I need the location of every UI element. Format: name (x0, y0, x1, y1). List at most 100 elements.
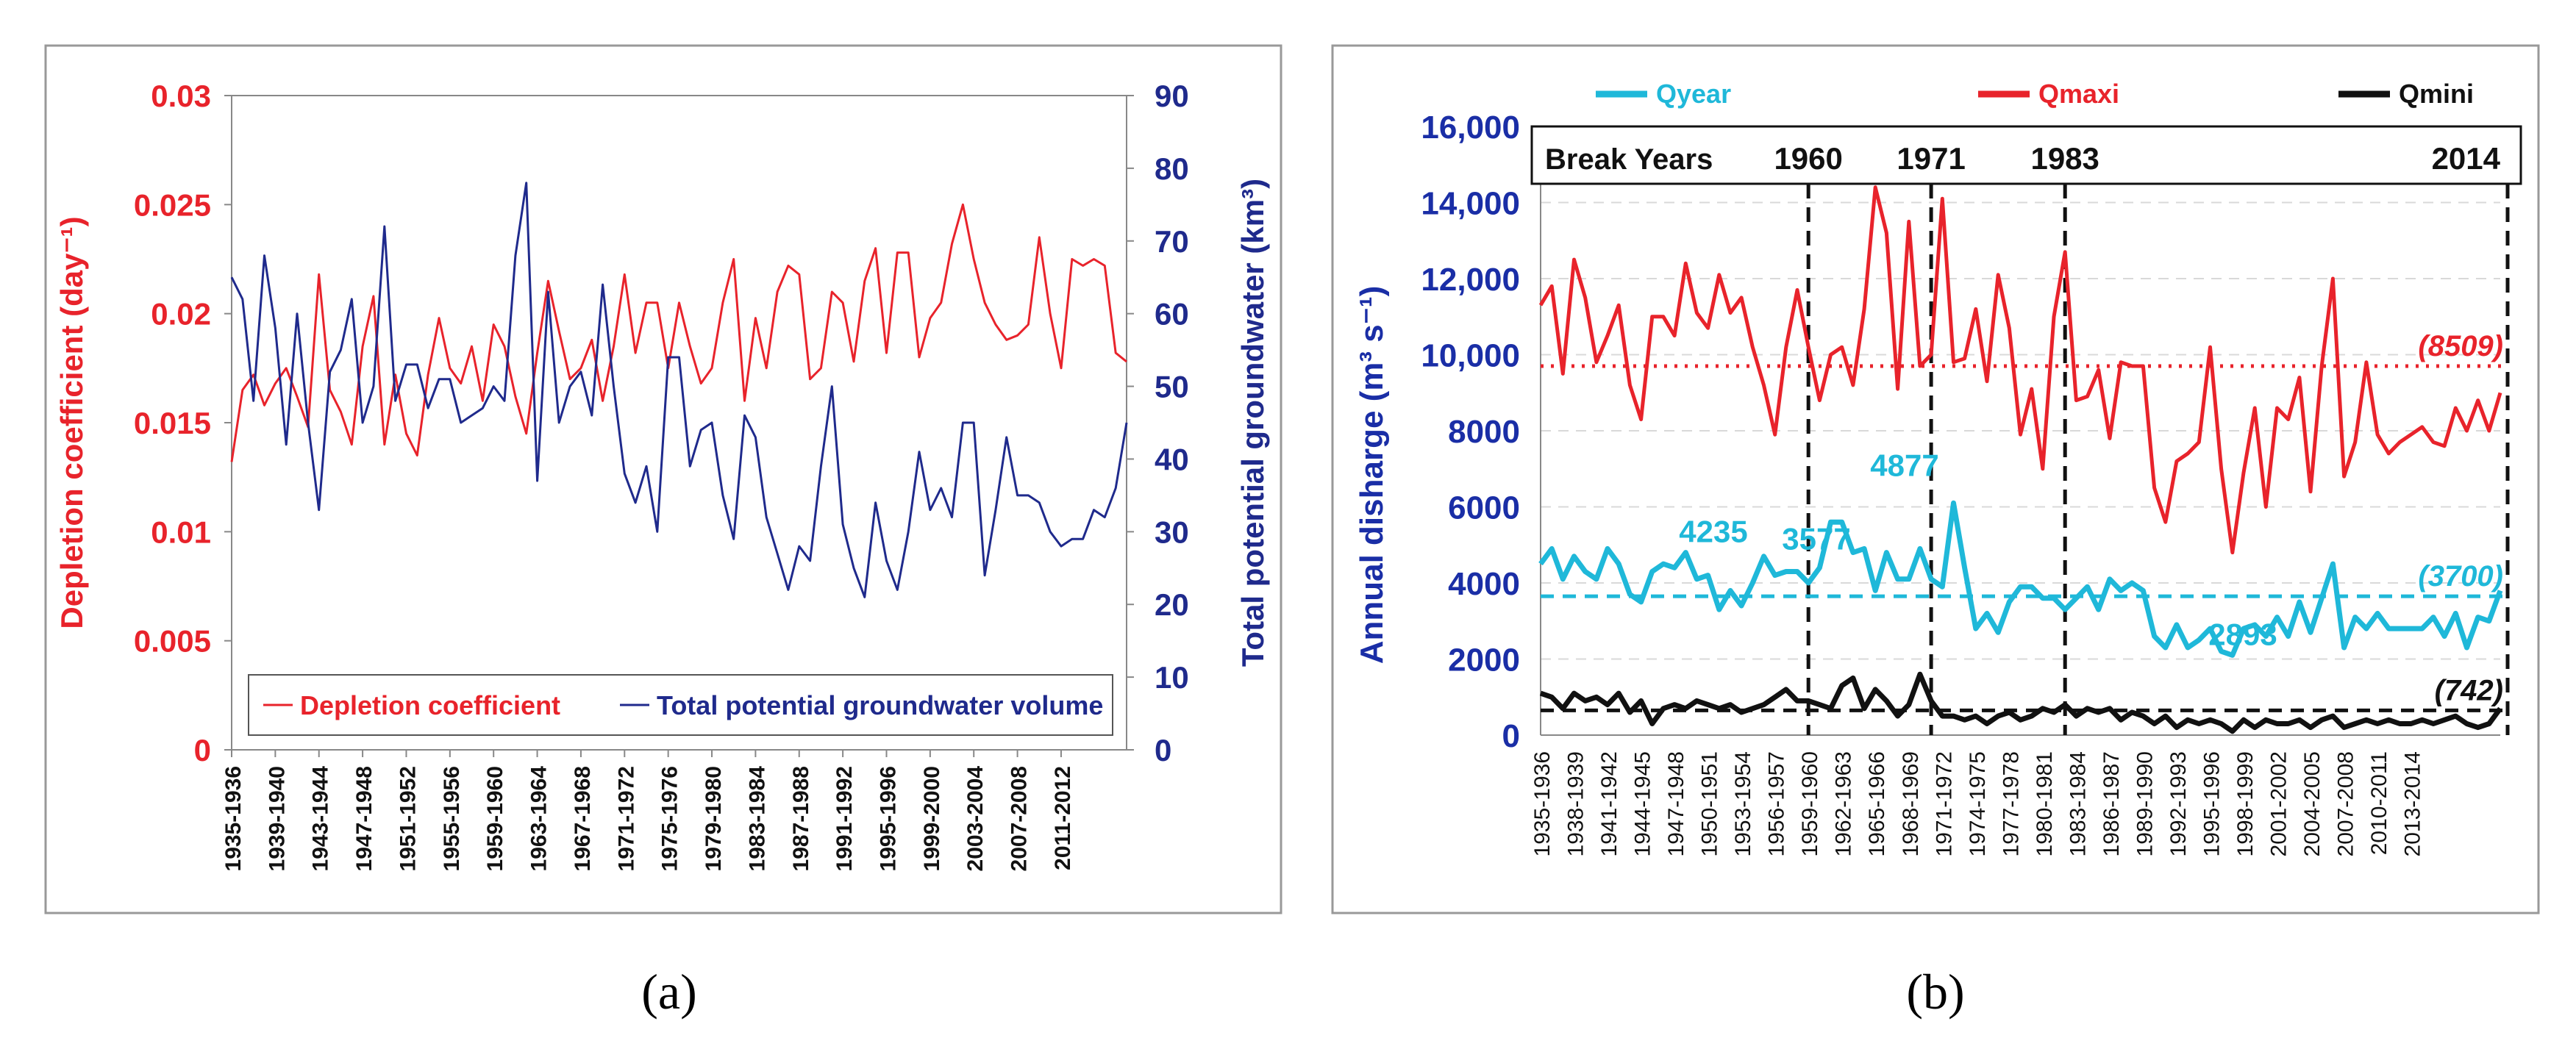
x-tick-label: 1987-1988 (789, 766, 813, 871)
break-years-title: Break Years (1545, 143, 1713, 176)
panel-b-frame (1331, 44, 2540, 914)
y-tick-label: 14,000 (1421, 186, 1520, 222)
y-left-tick-label: 0.005 (134, 624, 211, 659)
x-tick-label: 1991-1992 (832, 766, 857, 871)
break-year-label: 1983 (2030, 141, 2099, 176)
y-left-tick-label: 0.025 (134, 187, 211, 222)
y-left-axis-title: Depletion coefficient (day⁻¹) (54, 216, 89, 629)
y-left-tick-label: 0.03 (151, 79, 211, 113)
x-tick-label: 1983-1984 (2066, 751, 2090, 856)
x-tick-label: 2003-2004 (963, 766, 988, 872)
y-left-tick-label: 0 (194, 733, 211, 767)
y-right-axis-title: Total potential groundwater (km³) (1235, 179, 1270, 667)
x-tick-label: 1943-1944 (309, 766, 333, 872)
x-tick-label: 1975-1976 (658, 766, 682, 871)
y-tick-label: 12,000 (1421, 262, 1520, 298)
x-tick-label: 1938-1939 (1564, 751, 1588, 856)
x-tick-label: 1965-1966 (1865, 751, 1889, 856)
x-tick-label: 2007-2008 (2334, 751, 2358, 856)
x-tick-label: 1953-1954 (1731, 751, 1755, 856)
x-tick-label: 2004-2005 (2300, 751, 2325, 856)
panel-a-frame (44, 44, 1282, 914)
x-tick-label: 1989-1990 (2133, 751, 2157, 856)
x-tick-label: 1974-1975 (1966, 751, 1990, 856)
x-tick-label: 2001-2002 (2267, 751, 2291, 856)
x-tick-label: 2013-2014 (2401, 751, 2425, 856)
y-tick-label: 16,000 (1421, 110, 1520, 146)
chart-a: 0 0.005 0.01 0.015 0.02 0.025 0.03 0 10 20 30 40 50 6… (54, 79, 1270, 871)
x-tick-label: 1979-1980 (702, 766, 726, 871)
x-tick-label: 1980-1981 (2033, 751, 2057, 856)
y-right-tick-label: 80 (1155, 151, 1189, 186)
y-left-tick-label: 0.01 (151, 515, 211, 549)
x-tick-label: 1971-1972 (614, 766, 638, 871)
x-tick-label: 1959-1960 (483, 766, 507, 871)
legend-label: Total potential groundwater volume (657, 690, 1103, 720)
y-left-tick-label: 0.015 (134, 406, 211, 440)
panel-a-label: (a) (641, 964, 696, 1020)
x-tick-label: 1999-2000 (920, 766, 944, 871)
y-right-tick-label: 40 (1155, 442, 1189, 476)
x-tick-label: 1968-1969 (1899, 751, 1923, 856)
y-right-tick-label: 50 (1155, 370, 1189, 404)
x-tick-label: 1950-1951 (1698, 751, 1722, 856)
y-tick-label: 2000 (1448, 642, 1520, 679)
chart-b: 0 2000 4000 6000 8000 10,000 12,000 14,000 16,00… (1354, 79, 2522, 856)
legend-label: Qmaxi (2038, 79, 2119, 109)
y-right-tick-label: 20 (1155, 587, 1189, 622)
x-tick-label: 1992-1993 (2166, 751, 2191, 856)
legend-label: Qyear (1656, 79, 1731, 109)
x-tick-label: 2007-2008 (1007, 766, 1032, 871)
mean-label: (742) (2435, 674, 2503, 706)
segment-average-label: 4877 (1870, 448, 1938, 482)
break-year-label: 1960 (1774, 141, 1842, 176)
y-tick-label: 10,000 (1421, 338, 1520, 374)
x-tick-label: 1995-1996 (2199, 751, 2224, 856)
x-tick-label: 1955-1956 (440, 766, 464, 871)
break-year-label: 2014 (2432, 141, 2501, 176)
legend-box (248, 674, 1113, 736)
break-years-box (1530, 125, 2522, 185)
series-qmini-line (1539, 671, 2502, 734)
x-tick-label: 1962-1963 (1832, 751, 1856, 856)
x-tick-label: 1951-1952 (396, 766, 420, 871)
legend-label: Depletion coefficient (300, 690, 560, 720)
x-tick-label: 2011-2012 (1051, 766, 1075, 870)
legend-label: Qmini (2399, 79, 2474, 109)
series-depletion-line (230, 203, 1127, 462)
x-tick-label: 1947-1948 (352, 766, 377, 871)
y-right-tick-label: 0 (1155, 733, 1171, 767)
segment-average-label: 3577 (1782, 521, 1850, 556)
x-tick-label: 1967-1968 (571, 766, 595, 871)
x-tick-label: 1944-1945 (1631, 751, 1655, 856)
y-right-tick-label: 90 (1155, 79, 1189, 113)
x-tick-label: 1947-1948 (1664, 751, 1688, 856)
x-tick-label: 2010-2011 (2367, 751, 2391, 855)
x-tick-label: 1941-1942 (1597, 751, 1621, 856)
x-tick-label: 1935-1936 (1530, 751, 1555, 856)
y-tick-label: 4000 (1448, 566, 1520, 602)
y-tick-label: 6000 (1448, 490, 1520, 526)
x-tick-label: 1959-1960 (1798, 751, 1822, 856)
x-tick-label: 1963-1964 (527, 766, 552, 872)
y-right-tick-label: 30 (1155, 515, 1189, 549)
segment-average-label: 4235 (1679, 514, 1747, 548)
x-tick-label: 1956-1957 (1765, 751, 1789, 856)
x-tick-label: 1995-1996 (876, 766, 900, 871)
series-groundwater-line (230, 182, 1128, 598)
break-year-label: 1971 (1897, 141, 1965, 176)
y-axis-title: Annual disharge (m³ s⁻¹) (1354, 286, 1390, 665)
x-tick-label: 1935-1936 (221, 766, 246, 871)
series-qyear-line (1538, 500, 2503, 658)
segment-average-label: 2893 (2208, 617, 2277, 651)
y-right-tick-label: 10 (1155, 660, 1189, 695)
x-tick-label: 1977-1978 (1999, 751, 2023, 856)
y-right-tick-label: 60 (1155, 297, 1189, 332)
y-left-tick-label: 0.02 (151, 297, 211, 332)
mean-label: (3700) (2418, 560, 2503, 592)
x-tick-label: 1971-1972 (1932, 751, 1956, 856)
panel-b-label: (b) (1906, 964, 1964, 1020)
x-tick-label: 1939-1940 (265, 766, 289, 871)
mean-label: (8509) (2418, 330, 2503, 362)
